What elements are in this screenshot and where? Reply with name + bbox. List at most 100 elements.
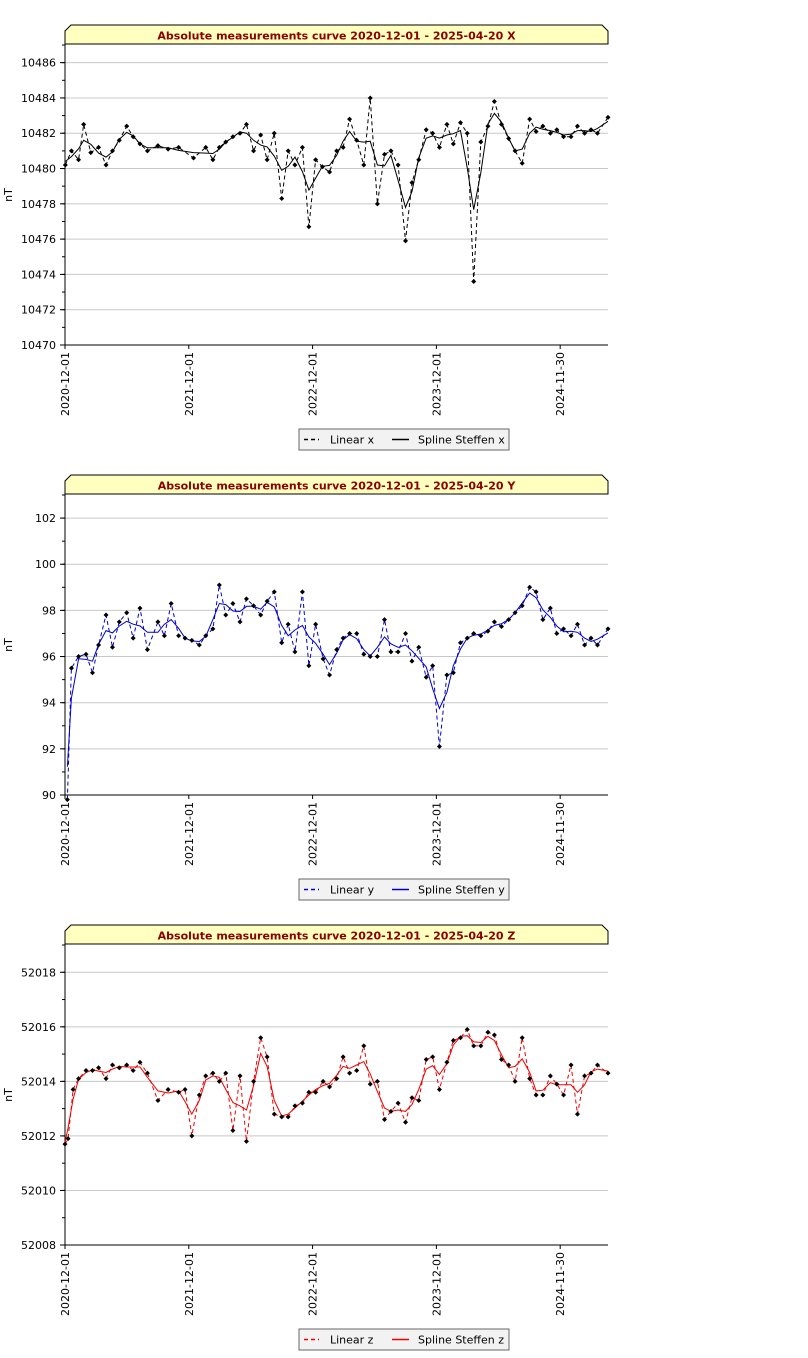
data-point-marker [423, 127, 429, 133]
data-point-marker [223, 612, 229, 618]
data-point-marker [299, 589, 305, 595]
data-point-marker [76, 654, 82, 660]
y-tick-label: 52008 [21, 1239, 56, 1252]
data-point-marker [68, 148, 74, 154]
data-point-marker [533, 589, 539, 595]
y-tick-label: 10480 [21, 163, 56, 176]
y-tick-label: 100 [35, 558, 56, 571]
y-tick-label: 90 [42, 789, 56, 802]
data-point-marker [444, 121, 450, 127]
chart-title: Absolute measurements curve 2020-12-01 -… [158, 480, 517, 493]
data-point-marker [574, 123, 580, 129]
data-point-marker [574, 1111, 580, 1117]
data-point-marker [409, 1095, 415, 1101]
data-point-marker [478, 1043, 484, 1049]
data-point-marker [191, 155, 197, 161]
plot-area [65, 495, 608, 795]
data-point-marker [196, 642, 202, 648]
data-point-marker [124, 610, 130, 616]
data-point-marker [485, 123, 491, 129]
data-point-marker [457, 1035, 463, 1041]
data-point-marker [594, 130, 600, 136]
data-point-marker [464, 635, 470, 641]
data-point-marker [251, 1078, 257, 1084]
data-point-marker [512, 1078, 518, 1084]
data-point-marker [182, 1087, 188, 1093]
data-point-marker [144, 1070, 150, 1076]
x-tick-label: 2024-11-30 [554, 352, 567, 416]
y-tick-label: 10482 [21, 127, 56, 140]
x-tick-label: 2020-12-01 [59, 802, 72, 866]
data-point-marker [340, 635, 346, 641]
data-point-marker [403, 238, 409, 244]
data-point-marker [62, 1141, 68, 1147]
data-point-marker [527, 1076, 533, 1082]
plot-area [65, 45, 608, 345]
data-point-marker [491, 1032, 497, 1038]
chart-panel: Absolute measurements curve 2020-12-01 -… [2, 924, 611, 1351]
chart-title: Absolute measurements curve 2020-12-01 -… [158, 930, 516, 943]
x-tick-label: 2024-11-30 [554, 802, 567, 866]
y-axis-label: nT [2, 188, 15, 202]
data-point-marker [313, 157, 319, 163]
data-point-marker [137, 1059, 143, 1065]
data-point-marker [381, 151, 387, 157]
data-point-marker [436, 144, 442, 150]
y-axis-label: nT [2, 1088, 15, 1102]
data-point-marker [237, 619, 243, 625]
data-point-marker [243, 1138, 249, 1144]
data-point-marker [306, 224, 312, 230]
y-tick-label: 98 [42, 604, 56, 617]
data-point-marker [403, 1119, 409, 1125]
y-axis-label: nT [2, 638, 15, 652]
data-point-marker [62, 162, 68, 168]
data-point-marker [533, 128, 539, 134]
data-point-marker [594, 642, 600, 648]
data-point-marker [568, 1062, 574, 1068]
data-point-marker [237, 130, 243, 136]
data-point-marker [436, 744, 442, 750]
data-point-marker [409, 180, 415, 186]
data-point-marker [96, 1065, 102, 1071]
data-point-marker [258, 132, 264, 138]
data-point-marker [605, 1070, 611, 1076]
data-point-marker [251, 148, 257, 154]
data-point-marker [561, 626, 567, 632]
data-point-marker [327, 1084, 333, 1090]
data-point-marker [512, 148, 518, 154]
data-point-marker [176, 633, 182, 639]
data-point-marker [457, 640, 463, 646]
data-point-marker [485, 628, 491, 634]
data-point-marker [491, 619, 497, 625]
data-point-marker [334, 148, 340, 154]
data-point-marker [527, 116, 533, 122]
x-tick-label: 2020-12-01 [59, 1252, 72, 1316]
y-tick-label: 52014 [21, 1075, 56, 1088]
data-point-marker [367, 654, 373, 660]
data-point-marker [203, 144, 209, 150]
data-point-marker [471, 1043, 477, 1049]
data-point-marker [96, 144, 102, 150]
data-point-marker [388, 1108, 394, 1114]
data-point-marker [519, 160, 525, 166]
data-point-marker [64, 797, 70, 803]
y-tick-label: 10476 [21, 233, 56, 246]
x-tick-label: 2022-12-01 [307, 352, 320, 416]
title-box [64, 924, 609, 945]
data-point-marker [361, 162, 367, 168]
data-point-marker [271, 589, 277, 595]
data-point-marker [374, 1078, 380, 1084]
data-point-marker [340, 144, 346, 150]
data-point-marker [471, 278, 477, 284]
y-tick-label: 102 [35, 512, 56, 525]
data-point-marker [327, 672, 333, 678]
x-tick-label: 2021-12-01 [183, 1252, 196, 1316]
data-point-marker [444, 672, 450, 678]
x-tick-label: 2022-12-01 [307, 802, 320, 866]
data-point-marker [103, 612, 109, 618]
y-tick-label: 10470 [21, 339, 56, 352]
data-point-marker [444, 1059, 450, 1065]
data-point-marker [76, 1076, 82, 1082]
y-tick-label: 10484 [21, 92, 56, 105]
x-tick-label: 2024-11-30 [554, 1252, 567, 1316]
